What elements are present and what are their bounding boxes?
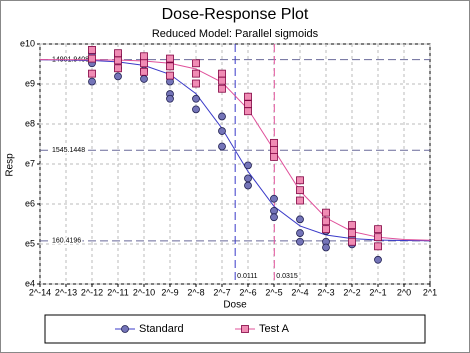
x-tick-label: 2^-14 xyxy=(29,287,51,297)
reference-label: 0.0315 xyxy=(276,273,298,280)
data-point xyxy=(244,181,252,190)
reference-label: 1545.1448 xyxy=(52,147,85,154)
data-point xyxy=(322,208,330,217)
data-point xyxy=(140,59,148,68)
data-point xyxy=(374,255,382,264)
data-point xyxy=(88,54,96,63)
x-tick-label: 2^-10 xyxy=(133,287,155,297)
data-point xyxy=(88,77,96,86)
data-point xyxy=(192,59,200,68)
data-point xyxy=(296,186,304,195)
y-tick-label: e4 xyxy=(25,278,35,288)
x-tick-label: 2^-12 xyxy=(81,287,103,297)
data-point xyxy=(114,56,122,65)
data-point xyxy=(296,196,304,205)
data-point xyxy=(374,242,382,251)
data-point xyxy=(270,152,278,161)
data-point xyxy=(88,69,96,78)
x-tick-label: 2^-13 xyxy=(55,287,77,297)
legend-marker xyxy=(241,325,249,333)
y-tick-label: e5 xyxy=(25,238,35,248)
x-tick-label: 2^1 xyxy=(423,287,437,297)
y-axis-label: Resp xyxy=(5,153,16,177)
data-point xyxy=(166,71,174,80)
x-tick-label: 2^-7 xyxy=(213,287,230,297)
data-point xyxy=(270,138,278,147)
y-tick-label: e9 xyxy=(25,78,35,88)
x-tick-label: 2^-11 xyxy=(107,287,129,297)
data-point xyxy=(218,76,226,85)
data-point xyxy=(218,69,226,78)
x-tick-label: 2^0 xyxy=(397,287,411,297)
data-point xyxy=(218,142,226,151)
data-point xyxy=(192,94,200,103)
data-point xyxy=(270,206,278,215)
data-point xyxy=(244,161,252,170)
data-point xyxy=(114,64,122,73)
data-point xyxy=(270,213,278,222)
data-point xyxy=(192,69,200,78)
data-point xyxy=(322,225,330,234)
legend-marker xyxy=(121,325,129,333)
x-tick-label: 2^-9 xyxy=(161,287,178,297)
data-point xyxy=(166,54,174,63)
data-point xyxy=(244,174,252,183)
data-point xyxy=(374,233,382,242)
data-point xyxy=(218,84,226,93)
data-point xyxy=(348,237,356,246)
data-point xyxy=(192,105,200,114)
y-tick-label: e8 xyxy=(25,118,35,128)
x-tick-label: 2^-1 xyxy=(369,287,386,297)
data-point xyxy=(140,52,148,61)
data-point xyxy=(140,67,148,76)
y-tick-label: e6 xyxy=(25,198,35,208)
reference-label: 160.4196 xyxy=(52,238,81,245)
data-point xyxy=(244,100,252,109)
x-tick-label: 2^-6 xyxy=(239,287,256,297)
y-tick-label: e7 xyxy=(25,158,35,168)
data-point xyxy=(270,146,278,154)
data-point xyxy=(296,215,304,224)
x-tick-label: 2^-8 xyxy=(187,287,204,297)
data-point xyxy=(322,243,330,252)
fit-curve xyxy=(39,59,431,242)
reference-label: 0.0111 xyxy=(237,273,257,280)
data-point xyxy=(166,62,174,71)
data-point xyxy=(374,225,382,234)
x-tick-label: 2^-2 xyxy=(343,287,360,297)
data-point xyxy=(244,92,252,101)
data-point xyxy=(322,217,330,226)
x-axis-label: Dose xyxy=(223,300,247,311)
chart-subtitle: Reduced Model: Parallel sigmoids xyxy=(152,28,319,40)
data-point xyxy=(114,72,122,81)
data-point xyxy=(114,49,122,58)
data-point xyxy=(244,107,252,116)
legend-label: Standard xyxy=(139,323,184,335)
chart-title: Dose-Response Plot xyxy=(162,6,309,23)
data-point xyxy=(88,46,96,54)
data-point xyxy=(166,94,174,103)
data-point xyxy=(296,237,304,246)
data-point xyxy=(296,229,304,237)
y-tick-label: e10 xyxy=(20,38,35,48)
legend-label: Test A xyxy=(259,323,290,335)
data-point xyxy=(296,176,304,185)
x-tick-label: 2^-4 xyxy=(291,287,308,297)
data-point xyxy=(192,79,200,88)
x-tick-label: 2^-3 xyxy=(317,287,334,297)
x-tick-label: 2^-5 xyxy=(265,287,282,297)
data-point xyxy=(218,112,226,121)
data-point xyxy=(270,194,278,203)
data-point xyxy=(218,127,226,135)
data-point xyxy=(348,221,356,230)
data-point xyxy=(348,229,356,237)
data-point xyxy=(140,75,148,83)
